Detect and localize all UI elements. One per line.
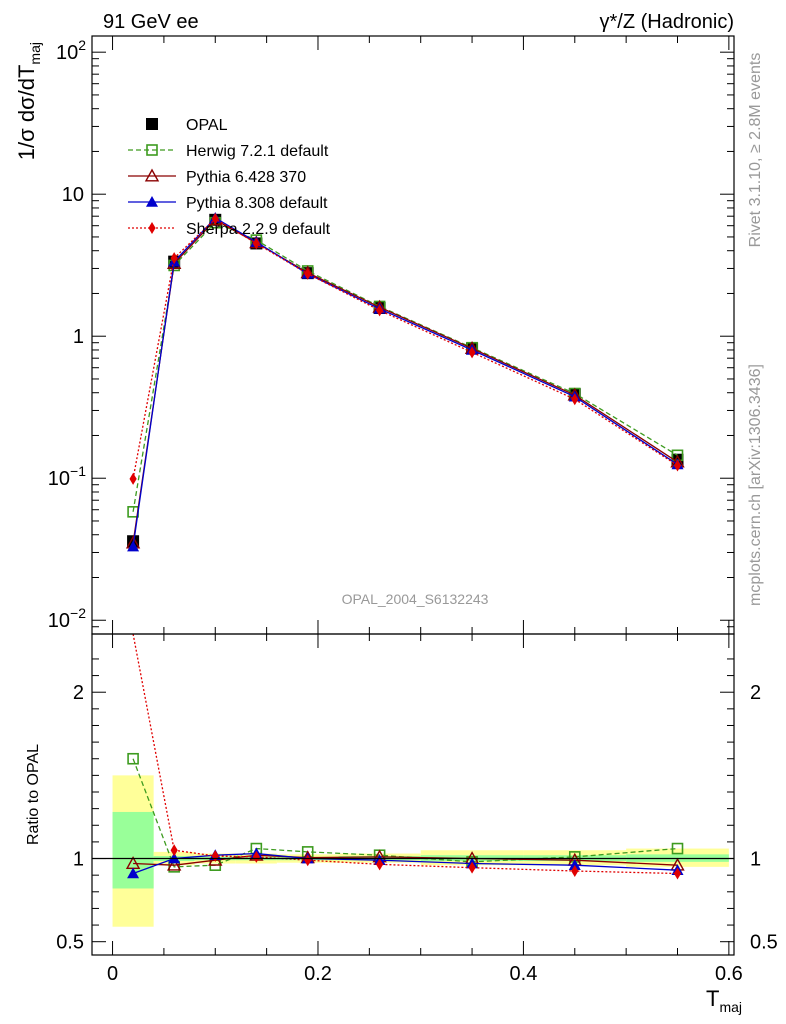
header-right-label: γ*/Z (Hadronic) bbox=[600, 11, 734, 33]
legend-item: Sherpa 2.2.9 default bbox=[128, 221, 331, 238]
data-point bbox=[671, 842, 684, 855]
x-tick-label: 0.2 bbox=[304, 963, 332, 985]
y-tick-label: 1 bbox=[73, 326, 84, 348]
series-opal bbox=[127, 213, 684, 548]
legend-item: Pythia 6.428 370 bbox=[128, 168, 306, 186]
legend-label: Herwig 7.2.1 default bbox=[186, 143, 329, 160]
x-tick-label: 0.4 bbox=[510, 963, 538, 985]
series-pythia-8-308-default bbox=[127, 211, 684, 552]
data-point bbox=[304, 854, 312, 867]
data-point bbox=[376, 304, 384, 317]
ratio-y-tick-label: 1 bbox=[73, 849, 84, 871]
ratio-y-axis-title: Ratio to OPAL bbox=[25, 744, 42, 845]
data-point bbox=[146, 118, 158, 130]
data-point bbox=[129, 472, 137, 485]
rivet-version-label: Rivet 3.1.10, ≥ 2.8M events bbox=[747, 53, 764, 248]
data-point bbox=[673, 867, 682, 880]
data-point bbox=[146, 196, 158, 207]
series-herwig-7-2-1-default bbox=[127, 216, 684, 518]
series-line bbox=[132, 218, 678, 479]
legend: OPAL Herwig 7.2.1 default Pythia 6.428 370… bbox=[128, 117, 331, 238]
series-line bbox=[132, 221, 678, 512]
x-tick-label: 0.6 bbox=[715, 963, 743, 985]
data-point bbox=[468, 346, 476, 359]
data-point bbox=[376, 858, 384, 871]
series-line bbox=[132, 219, 678, 544]
data-point bbox=[468, 861, 476, 874]
data-point bbox=[571, 393, 579, 406]
series-line bbox=[132, 633, 678, 875]
data-point bbox=[252, 237, 260, 250]
x-axis-title: Tmaj bbox=[706, 986, 742, 1015]
legend-label: Pythia 6.428 370 bbox=[186, 169, 306, 186]
main-panel-series bbox=[125, 211, 685, 552]
data-point bbox=[146, 144, 158, 156]
data-point bbox=[211, 212, 219, 225]
legend-label: OPAL bbox=[186, 117, 228, 134]
legend-label: Sherpa 2.2.9 default bbox=[186, 221, 331, 238]
data-point bbox=[571, 865, 579, 878]
ratio-y-tick-label: 0.5 bbox=[56, 932, 84, 954]
tick-marks bbox=[92, 36, 734, 955]
ratio-panel-series bbox=[125, 633, 685, 880]
data-point bbox=[127, 867, 140, 879]
data-point bbox=[170, 844, 178, 857]
ratio-y-tick-label-right: 0.5 bbox=[750, 932, 778, 954]
data-point bbox=[170, 252, 178, 265]
y-tick-label: 10 bbox=[62, 184, 84, 206]
x-tick-label: 0 bbox=[107, 963, 118, 985]
data-point bbox=[127, 540, 140, 552]
axes bbox=[91, 35, 735, 956]
source-label: mcplots.cern.ch [arXiv:1306.3436] bbox=[747, 364, 764, 606]
ratio-panel-frame bbox=[91, 633, 735, 956]
ratio-y-tick-label-right: 2 bbox=[750, 682, 761, 704]
header-left-label: 91 GeV ee bbox=[103, 11, 199, 33]
series-sherpa-2-2-9-default bbox=[132, 633, 682, 880]
main-y-axis-title: 1/σ dσ/dTmaj bbox=[14, 42, 43, 160]
data-point bbox=[127, 752, 139, 765]
data-point bbox=[166, 857, 182, 871]
legend-item: OPAL bbox=[146, 117, 228, 134]
data-point bbox=[673, 459, 682, 472]
legend-item: Herwig 7.2.1 default bbox=[128, 143, 329, 160]
data-point bbox=[252, 850, 260, 863]
data-point bbox=[144, 168, 160, 182]
ratio-uncertainty-bands bbox=[112, 775, 729, 927]
legend-item: Pythia 8.308 default bbox=[128, 195, 328, 212]
series-pythia-6-428-370 bbox=[125, 212, 685, 549]
ratio-y-tick-label-right: 1 bbox=[750, 849, 761, 871]
series-line bbox=[132, 217, 678, 547]
data-point bbox=[568, 859, 581, 870]
ratio-y-tick-label: 2 bbox=[73, 682, 84, 704]
analysis-watermark: OPAL_2004_S6132243 bbox=[342, 591, 489, 607]
y-tick-label: 10−1 bbox=[48, 463, 86, 490]
y-tick-label: 10−2 bbox=[48, 605, 86, 632]
data-point bbox=[304, 267, 312, 280]
data-point bbox=[148, 222, 156, 234]
y-tick-label: 102 bbox=[56, 37, 86, 64]
series-sherpa-2-2-9-default bbox=[129, 212, 682, 485]
legend-label: Pythia 8.308 default bbox=[186, 195, 328, 212]
